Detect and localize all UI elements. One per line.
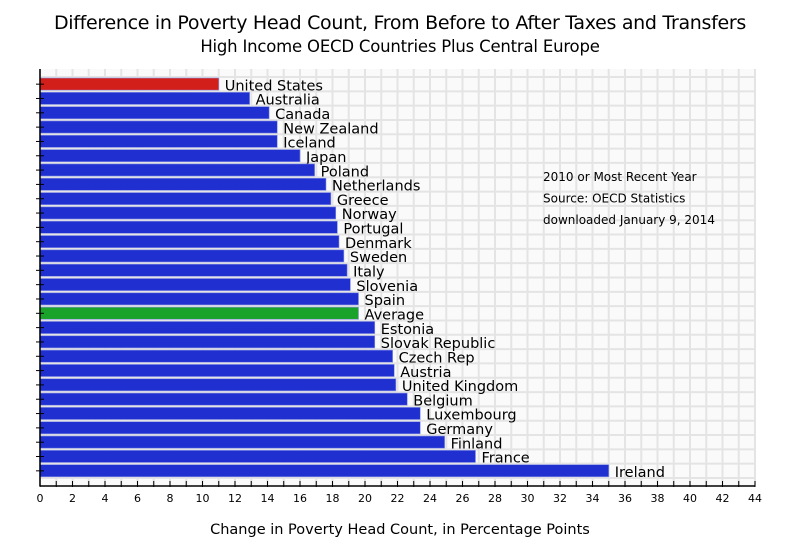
- x-tick-label: 6: [134, 492, 141, 505]
- bar-sweden: [39, 249, 345, 263]
- bar-germany: [39, 421, 421, 435]
- bar-label: Spain: [365, 293, 406, 309]
- x-tick-label: 26: [456, 492, 470, 505]
- x-tick-label: 10: [196, 492, 210, 505]
- bar-label: Japan: [305, 150, 346, 166]
- x-axis-label: Change in Poverty Head Count, in Percent…: [210, 522, 590, 538]
- bar-united-states: [39, 77, 220, 91]
- x-tick-label: 36: [618, 492, 632, 505]
- x-tick-label: 42: [716, 492, 730, 505]
- x-tick-label: 18: [326, 492, 340, 505]
- bar-slovenia: [39, 278, 351, 291]
- x-tick-label: 2: [69, 492, 76, 505]
- bar-united-kingdom: [39, 378, 397, 392]
- x-tick-label: 12: [228, 492, 242, 505]
- x-tick-label: 8: [167, 492, 174, 505]
- bar-label: Italy: [353, 265, 385, 281]
- x-tick-label: 22: [391, 492, 405, 505]
- x-tick-label: 4: [102, 492, 109, 505]
- bar-portugal: [39, 220, 338, 234]
- bar-label: Australia: [256, 93, 320, 109]
- bar-average: [39, 306, 359, 320]
- x-tick-label: 14: [261, 492, 275, 505]
- bar-poland: [39, 163, 315, 177]
- bar-label: Finland: [451, 436, 503, 452]
- bar-label: Belgium: [413, 393, 472, 409]
- chart-subtitle: High Income OECD Countries Plus Central …: [200, 37, 600, 56]
- bar-slovak-republic: [39, 335, 376, 349]
- source-annotation: Source: OECD Statistics: [543, 192, 685, 206]
- bar-label: Average: [365, 307, 425, 323]
- bar-label: Portugal: [343, 222, 403, 238]
- x-tick-label: 32: [553, 492, 567, 505]
- x-tick-label: 20: [358, 492, 372, 505]
- bar-austria: [39, 364, 395, 377]
- x-tick-label: 40: [683, 492, 697, 505]
- x-tick-label: 0: [37, 492, 44, 505]
- bar-label: Greece: [337, 193, 389, 209]
- bar-czech-rep: [39, 349, 393, 363]
- bar-greece: [39, 192, 332, 205]
- bar-iceland: [39, 134, 278, 148]
- bar-label: Norway: [342, 207, 397, 223]
- bar-ireland: [39, 464, 610, 478]
- bar-spain: [39, 292, 359, 306]
- bar-norway: [39, 206, 337, 220]
- bar-label: Germany: [426, 422, 493, 438]
- bar-australia: [39, 92, 250, 105]
- bar-luxembourg: [39, 407, 421, 420]
- bar-label: Netherlands: [332, 179, 420, 195]
- bar-label: United Kingdom: [402, 379, 518, 395]
- bar-finland: [39, 435, 445, 449]
- source-annotation: downloaded January 9, 2014: [543, 213, 715, 227]
- bar-japan: [39, 149, 301, 163]
- x-tick-label: 16: [293, 492, 307, 505]
- bar-canada: [39, 106, 270, 120]
- bar-label: Slovenia: [356, 279, 418, 295]
- bar-label: Sweden: [350, 250, 407, 266]
- bar-label: Czech Rep: [399, 350, 475, 366]
- x-tick-label: 34: [586, 492, 600, 505]
- bar-label: Ireland: [615, 465, 665, 481]
- bar-label: Canada: [275, 107, 330, 123]
- bar-belgium: [39, 392, 408, 406]
- bar-label: Slovak Republic: [381, 336, 496, 352]
- bar-label: Poland: [321, 164, 369, 180]
- bar-estonia: [39, 321, 376, 334]
- x-tick-label: 28: [488, 492, 502, 505]
- bar-label: Austria: [400, 365, 451, 381]
- bar-italy: [39, 263, 348, 277]
- bar-label: United States: [225, 78, 323, 94]
- bar-label: Estonia: [381, 322, 434, 338]
- source-annotation: 2010 or Most Recent Year: [543, 170, 697, 184]
- bar-label: Denmark: [345, 236, 412, 252]
- x-tick-label: 30: [521, 492, 535, 505]
- bar-france: [39, 450, 476, 463]
- bar-new-zealand: [39, 120, 278, 134]
- bar-label: New Zealand: [283, 121, 378, 137]
- bar-label: Iceland: [283, 136, 335, 152]
- x-tick-label: 24: [423, 492, 437, 505]
- chart-title: Difference in Poverty Head Count, From B…: [53, 12, 747, 34]
- x-tick-label: 38: [651, 492, 665, 505]
- bar-label: Luxembourg: [426, 408, 516, 424]
- x-tick-label: 44: [748, 492, 762, 505]
- bar-denmark: [39, 235, 340, 248]
- bar-label: France: [482, 451, 530, 467]
- bar-netherlands: [39, 177, 327, 191]
